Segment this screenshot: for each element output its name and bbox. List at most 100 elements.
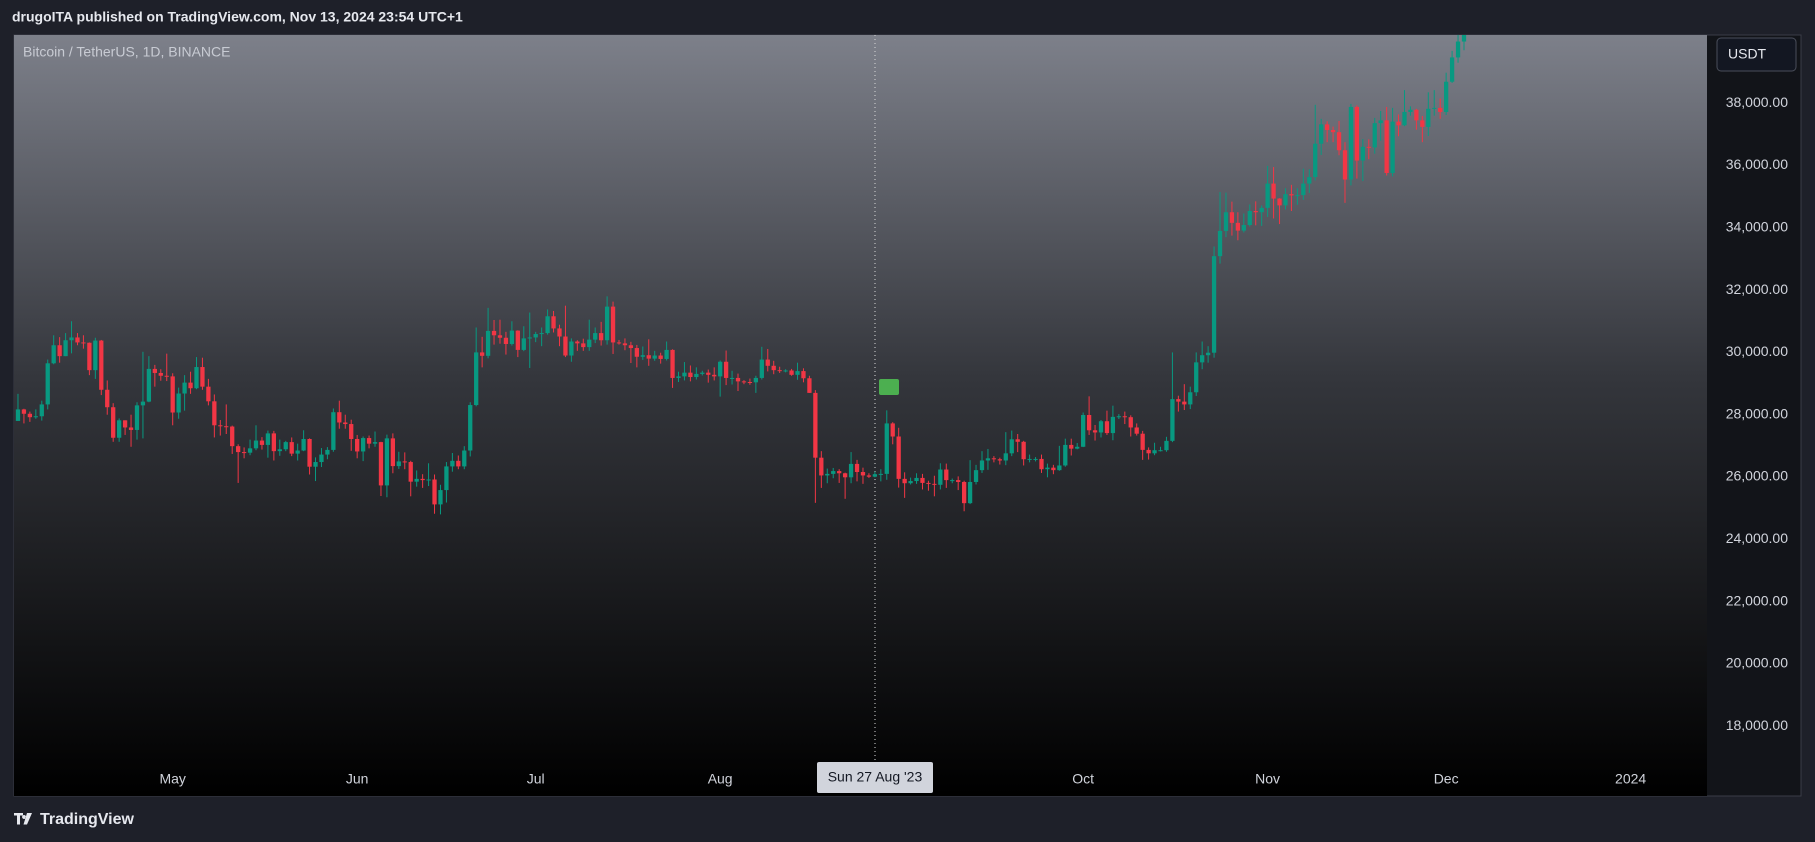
currency-button[interactable] xyxy=(1716,37,1797,72)
candle-body xyxy=(337,412,342,423)
candle-body xyxy=(93,340,98,371)
candle-body xyxy=(408,462,413,482)
candle-body xyxy=(230,426,235,447)
candle-body xyxy=(997,459,1002,461)
candle-body xyxy=(1063,444,1068,466)
candle-body xyxy=(27,413,33,418)
candle-body xyxy=(497,335,503,338)
candle-body xyxy=(1140,433,1145,450)
candle-body xyxy=(128,427,134,430)
candle-body xyxy=(956,480,961,482)
candle-body xyxy=(200,367,205,387)
candle-body xyxy=(604,306,610,341)
candle-body xyxy=(926,482,931,484)
candle-body xyxy=(325,449,330,455)
candle-body xyxy=(1217,230,1223,257)
candle-body xyxy=(1134,427,1139,434)
candle-body xyxy=(63,340,68,357)
candle-body xyxy=(289,442,294,454)
candle-body xyxy=(456,460,461,467)
candle-body xyxy=(1438,107,1443,112)
candle-body xyxy=(1372,123,1377,148)
candle-body xyxy=(944,469,949,481)
candle-body xyxy=(21,409,27,414)
candle-body xyxy=(1003,453,1008,461)
candle-body xyxy=(896,436,901,479)
candle-body xyxy=(51,345,56,364)
candle-body xyxy=(932,483,937,485)
candle-body xyxy=(15,409,21,421)
candle-body xyxy=(99,340,104,390)
x-tick-label: Jul xyxy=(527,771,545,787)
candle-body xyxy=(474,352,479,406)
candle-body xyxy=(908,481,913,484)
candle-body xyxy=(164,375,169,377)
candle-body xyxy=(1390,121,1395,173)
candle-body xyxy=(628,345,634,349)
crosshair-date-box xyxy=(817,762,933,793)
candle-body xyxy=(468,405,473,451)
candle-body xyxy=(890,423,895,437)
candle-body xyxy=(366,438,372,444)
candle-body xyxy=(664,349,669,359)
x-tick-label: May xyxy=(159,771,185,787)
y-tick-label: 24,000.00 xyxy=(1726,530,1788,546)
candle-body xyxy=(1253,210,1258,213)
candle-body xyxy=(1455,41,1461,58)
candle-body xyxy=(729,377,735,379)
candle-body xyxy=(1075,446,1080,449)
x-tick-label: Oct xyxy=(1072,771,1094,787)
candle-body xyxy=(593,333,598,340)
candle-body xyxy=(81,342,86,344)
candle-body xyxy=(295,450,300,454)
candle-body xyxy=(1277,198,1282,206)
candle-body xyxy=(426,479,431,481)
candle-body xyxy=(420,478,425,481)
candle-body xyxy=(1051,467,1056,471)
candle-body xyxy=(188,382,193,389)
candle-body xyxy=(283,442,288,450)
candle-body xyxy=(45,363,50,405)
candle-body xyxy=(527,337,532,339)
candle-body xyxy=(1039,458,1044,470)
candle-body xyxy=(1092,430,1098,433)
candle-body xyxy=(253,440,259,449)
candle-body xyxy=(1301,183,1306,196)
y-tick-label: 22,000.00 xyxy=(1726,592,1788,608)
candle-body xyxy=(57,345,62,357)
candle-body xyxy=(444,466,449,491)
candle-body xyxy=(860,472,866,476)
candle-body xyxy=(878,473,883,475)
candle-body xyxy=(1420,120,1425,127)
candle-body xyxy=(462,450,467,467)
candle-body xyxy=(1259,207,1264,213)
candle-body xyxy=(1414,109,1419,121)
candle-body xyxy=(360,438,366,452)
y-tick-label: 18,000.00 xyxy=(1726,717,1788,733)
candle-body xyxy=(206,386,211,402)
candle-body xyxy=(747,381,753,383)
candle-body xyxy=(1336,132,1342,151)
symbol-legend: Bitcoin / TetherUS, 1D, BINANCE xyxy=(23,44,230,60)
candle-body xyxy=(610,306,616,343)
candle-body xyxy=(1313,143,1318,178)
candle-body xyxy=(1426,108,1431,127)
candle-body xyxy=(1211,256,1217,353)
candle-body xyxy=(1408,109,1413,112)
candle-body xyxy=(706,372,711,375)
candle-body xyxy=(1324,124,1330,131)
candle-body xyxy=(1158,450,1163,452)
candle-body xyxy=(718,361,723,377)
publish-header: drugoITA published on TradingView.com, N… xyxy=(12,9,463,25)
candle-body xyxy=(1283,194,1288,206)
candle-body xyxy=(938,469,943,485)
currency-label[interactable]: USDT xyxy=(1728,46,1767,62)
candle-body xyxy=(676,376,681,378)
candle-body xyxy=(1432,107,1437,109)
candle-body xyxy=(682,372,687,377)
candle-body xyxy=(1271,183,1276,199)
candle-body xyxy=(920,477,925,483)
candle-body xyxy=(1182,401,1187,405)
candle-body xyxy=(1081,415,1086,447)
